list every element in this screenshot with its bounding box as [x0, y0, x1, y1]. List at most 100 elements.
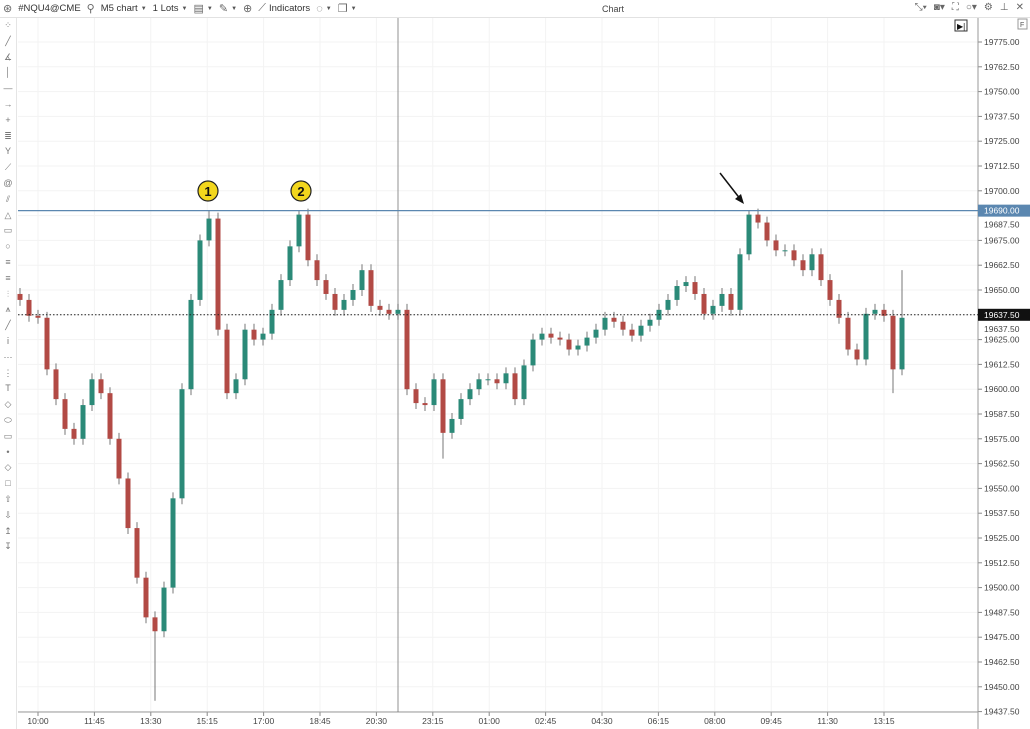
- candle-body: [656, 309, 662, 320]
- candle-body: [827, 280, 833, 300]
- price-label: 19587.50: [984, 409, 1020, 419]
- time-label: 15:15: [197, 716, 219, 726]
- annotation-arrow-head: [735, 194, 744, 204]
- indicators-label: Indicators: [269, 3, 311, 14]
- fib-extension-tool-icon[interactable]: ≡: [5, 272, 11, 283]
- candle-body: [872, 309, 878, 314]
- parallel-channel-tool-icon[interactable]: ⫽: [5, 193, 10, 204]
- candle-body: [620, 321, 626, 330]
- price-label: 19675.00: [984, 235, 1020, 245]
- arrow-down-tool-icon[interactable]: ⇩: [4, 509, 12, 520]
- candle-body: [179, 389, 185, 499]
- zoom-in-icon[interactable]: ⊕: [243, 3, 253, 15]
- vertical-line-tool-icon[interactable]: │: [5, 67, 11, 78]
- pattern-tool-icon[interactable]: ⅰ: [6, 335, 10, 346]
- arrow-tool-icon[interactable]: →: [3, 98, 13, 109]
- range-tool-icon[interactable]: ⋯: [3, 351, 13, 362]
- time-label: 10:00: [27, 716, 49, 726]
- chart-type-icon[interactable]: ▤ ▼: [193, 3, 213, 15]
- candle-body: [692, 282, 698, 294]
- price-label: 19512.50: [984, 558, 1020, 568]
- lots-dropdown[interactable]: 1 Lots ▼: [153, 3, 188, 14]
- candle-body: [800, 260, 806, 271]
- candle-body: [98, 379, 104, 394]
- fib-levels-tool-icon[interactable]: ≣: [4, 130, 12, 141]
- ellipse-tool-icon[interactable]: ○: [5, 241, 11, 252]
- triangle-tool-icon[interactable]: △: [4, 209, 12, 220]
- cursor-tool-icon[interactable]: ⁘: [4, 20, 12, 30]
- spiral-tool-icon[interactable]: @: [3, 177, 13, 188]
- window-icon[interactable]: ❐ ▼: [337, 3, 357, 15]
- candle-body: [665, 299, 671, 310]
- cross-tool-icon[interactable]: +: [5, 114, 11, 125]
- candle-body: [485, 379, 491, 381]
- time-label: 08:00: [704, 716, 726, 726]
- fullscreen-icon[interactable]: ⛶: [951, 2, 959, 13]
- pin-icon[interactable]: ⊥: [999, 2, 1009, 13]
- arrow-up-tool-icon[interactable]: ⇧: [4, 493, 12, 504]
- scroll-to-end-button[interactable]: [954, 19, 968, 32]
- candle-body: [323, 280, 329, 294]
- zigzag-tool-icon[interactable]: ╱: [5, 320, 11, 331]
- candle-body: [170, 498, 176, 588]
- close-icon[interactable]: ✕: [1015, 2, 1024, 13]
- time-label: 23:15: [422, 716, 444, 726]
- horizontal-line-tool-icon[interactable]: —: [3, 83, 13, 94]
- tag-tool-icon[interactable]: ◇: [4, 399, 12, 410]
- candle-body: [215, 218, 221, 330]
- note-tool-icon[interactable]: ▭: [3, 430, 13, 441]
- sell-arrow-tool-icon[interactable]: ↧: [4, 541, 12, 552]
- candle-body: [458, 399, 464, 419]
- price-label: 19637.50: [984, 324, 1020, 334]
- pencil-icon[interactable]: ✎ ▼: [218, 3, 238, 15]
- candle-body: [755, 214, 761, 223]
- candle-body: [197, 240, 203, 300]
- app-logo-icon: ⊛: [3, 3, 13, 15]
- text-tool-icon[interactable]: T: [5, 383, 11, 394]
- symbol-selector[interactable]: #NQU4@CME: [18, 3, 81, 14]
- candle-body: [269, 309, 275, 334]
- buy-arrow-tool-icon[interactable]: ↥: [4, 525, 12, 536]
- indicators-button[interactable]: ⟋ Indicators: [258, 2, 310, 15]
- circle-icon[interactable]: ○▾: [965, 2, 977, 13]
- dot-tool-icon[interactable]: •: [6, 446, 10, 457]
- square-tool-icon[interactable]: □: [5, 478, 11, 489]
- candle-body: [422, 403, 428, 406]
- diamond-tool-icon[interactable]: ◇: [4, 462, 12, 473]
- date-range-tool-icon[interactable]: ⋮: [3, 367, 13, 378]
- candle-body: [854, 349, 860, 360]
- candle-body: [224, 329, 230, 394]
- template-icon[interactable]: ◌ ▼: [316, 2, 332, 15]
- price-label: 19437.50: [984, 707, 1020, 717]
- candle-body: [791, 250, 797, 261]
- candle-body: [35, 315, 41, 318]
- callout-tool-icon[interactable]: ⬭: [4, 414, 12, 425]
- candle-body: [242, 329, 248, 380]
- candle-body: [701, 293, 707, 314]
- candle-body: [413, 389, 419, 404]
- candle-body: [782, 250, 788, 252]
- candle-body: [521, 365, 527, 400]
- rectangle-tool-icon[interactable]: ▭: [3, 225, 13, 236]
- fan-tool-icon[interactable]: ⟋: [4, 162, 12, 173]
- camera-icon[interactable]: ◙▾: [933, 2, 945, 13]
- candle-body: [440, 379, 446, 433]
- price-label: 19737.50: [984, 111, 1020, 121]
- timeframe-dropdown[interactable]: M5 chart ▼: [101, 3, 147, 14]
- angle-tool-icon[interactable]: ∡: [3, 51, 13, 62]
- fit-button[interactable]: [1017, 18, 1028, 30]
- pitchfork-tool-icon[interactable]: Y: [4, 146, 11, 157]
- gear-icon[interactable]: ⚙: [983, 2, 993, 13]
- fib-time-tool-icon[interactable]: ⫶: [6, 288, 10, 299]
- candle-body: [107, 393, 113, 439]
- fib-retracement-tool-icon[interactable]: ≡: [5, 256, 11, 267]
- candle-body: [53, 369, 59, 400]
- candle-body: [575, 345, 581, 350]
- candle-body: [710, 305, 716, 314]
- trend-line-tool-icon[interactable]: ╱: [5, 35, 11, 46]
- collapse-icon[interactable]: ⤡▾: [914, 2, 927, 13]
- elliott-wave-tool-icon[interactable]: ⩚: [5, 304, 11, 315]
- candle-body: [80, 405, 86, 439]
- search-icon[interactable]: ⚲: [86, 3, 95, 15]
